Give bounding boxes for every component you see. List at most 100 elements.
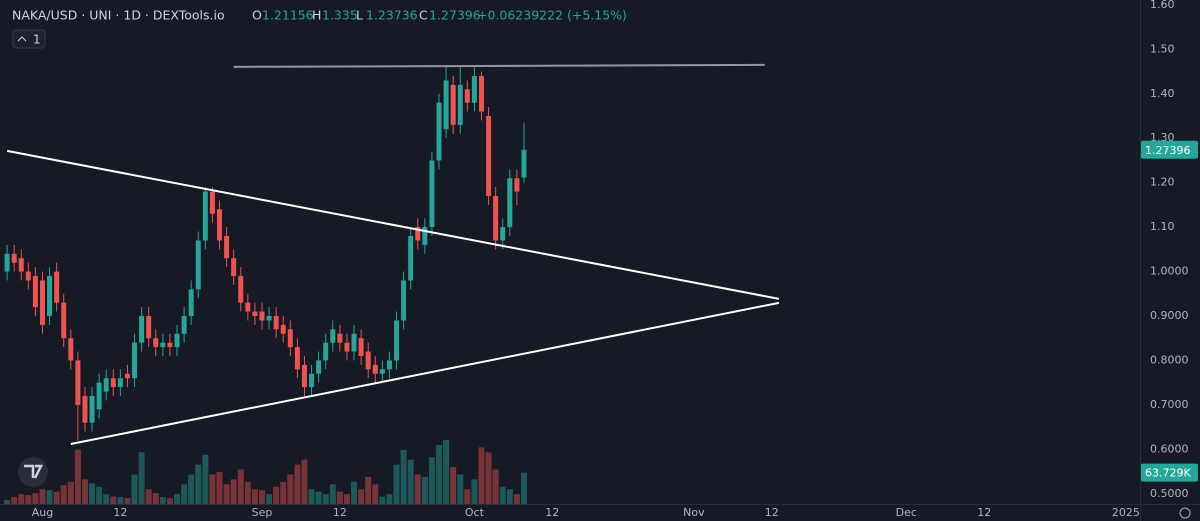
candle-body: [195, 240, 201, 290]
candle-body: [82, 396, 88, 423]
chevron: [17, 36, 27, 42]
volume-bar: [209, 474, 216, 504]
volume-bar: [308, 489, 315, 504]
candle-body: [386, 360, 392, 370]
volume-bar: [124, 498, 131, 504]
indicator-toggle[interactable]: [12, 29, 46, 49]
ohlc-value: 1.27396: [429, 8, 481, 23]
y-tick-label: 1.0000: [1150, 265, 1189, 278]
candle-body: [309, 373, 315, 388]
y-tick-label: 0.9000: [1150, 309, 1189, 322]
candle-body: [330, 329, 336, 343]
volume-bar: [393, 464, 400, 504]
candle-body: [103, 378, 109, 392]
volume-bar: [4, 500, 11, 504]
candle-body: [139, 316, 145, 343]
candle-body: [39, 280, 45, 325]
candle-body: [96, 382, 102, 410]
volume-bar: [280, 481, 287, 504]
candle-body: [408, 236, 414, 281]
candle-body: [394, 320, 400, 361]
volume-bar: [513, 494, 520, 504]
volume-bar: [520, 472, 527, 504]
volume-bar: [74, 449, 81, 504]
volume-bar: [251, 489, 258, 504]
trendline: [70, 301, 780, 445]
volume-bar: [386, 494, 393, 504]
volume-bar: [294, 464, 301, 504]
trendline: [233, 63, 765, 68]
volume-bar: [117, 497, 124, 504]
candle-body: [429, 160, 435, 228]
candle-body: [443, 80, 449, 130]
y-tick-label: 1.10: [1150, 220, 1175, 233]
x-tick-label: Aug: [32, 506, 53, 519]
volume-tag: [1141, 463, 1198, 482]
volume-bar: [343, 494, 350, 504]
volume-bar: [266, 494, 273, 504]
volume-bar: [485, 452, 492, 504]
volume-bar: [152, 493, 159, 504]
settings-icon[interactable]: [1179, 507, 1191, 519]
volume-bar: [450, 467, 457, 504]
candle-body: [224, 236, 230, 259]
candle-body: [273, 316, 279, 330]
volume-bar: [351, 481, 358, 504]
volume-bar: [174, 494, 181, 504]
candle-body: [372, 364, 378, 374]
candle-body: [358, 338, 364, 356]
volume-tag-label: 63.729K: [1145, 467, 1191, 480]
candle-body: [344, 342, 350, 352]
candle-body: [457, 84, 463, 125]
y-tick-label: 0.5000: [1150, 487, 1189, 500]
volume-bar: [25, 495, 32, 504]
candle-body: [365, 351, 371, 370]
volume-bar: [414, 474, 421, 504]
candle-body: [32, 276, 38, 308]
volume-bar: [131, 474, 138, 504]
volume-bar: [258, 490, 265, 504]
candle-body: [514, 178, 520, 192]
volume-bar: [400, 449, 407, 504]
x-tick-label: 12: [113, 506, 127, 519]
candle-body: [117, 378, 123, 388]
candle-body: [337, 333, 343, 343]
candle-body: [478, 76, 484, 112]
ohlc-value: 1.21156: [262, 8, 314, 23]
candle-body: [450, 84, 456, 125]
price-tag-label: 1.27396: [1145, 144, 1191, 157]
volume-bar: [32, 493, 39, 504]
y-tick-label: 1.20: [1150, 176, 1175, 189]
candle-body: [132, 342, 138, 379]
candle-body: [493, 196, 499, 241]
volume-bar: [457, 474, 464, 504]
volume-bar: [428, 457, 435, 504]
candle-body: [464, 89, 470, 103]
volume-bar: [237, 469, 244, 504]
volume-bar: [421, 476, 428, 504]
candle-body: [323, 342, 329, 361]
ohlc-key: H: [312, 8, 321, 23]
volume-bar: [287, 474, 294, 504]
candle-body: [259, 311, 265, 321]
volume-bar: [492, 469, 499, 504]
volume-bar: [372, 484, 379, 504]
volume-bar: [365, 476, 372, 504]
volume-bar: [244, 481, 251, 504]
candle-body: [89, 396, 95, 423]
volume-bar: [499, 486, 506, 504]
y-tick-label: 1.50: [1150, 42, 1175, 55]
candle-body: [25, 271, 31, 281]
ohlc-key: O: [252, 8, 262, 23]
volume-bar: [329, 484, 336, 504]
y-tick-label: 0.6000: [1150, 442, 1189, 455]
x-tick-label: Sep: [252, 506, 273, 519]
trendline: [6, 149, 780, 300]
volume-bar: [53, 491, 60, 504]
volume-bar: [46, 490, 53, 504]
candle-body: [500, 227, 506, 241]
volume-bar: [67, 481, 74, 504]
volume-bar: [223, 484, 230, 504]
candle-body: [252, 311, 258, 316]
